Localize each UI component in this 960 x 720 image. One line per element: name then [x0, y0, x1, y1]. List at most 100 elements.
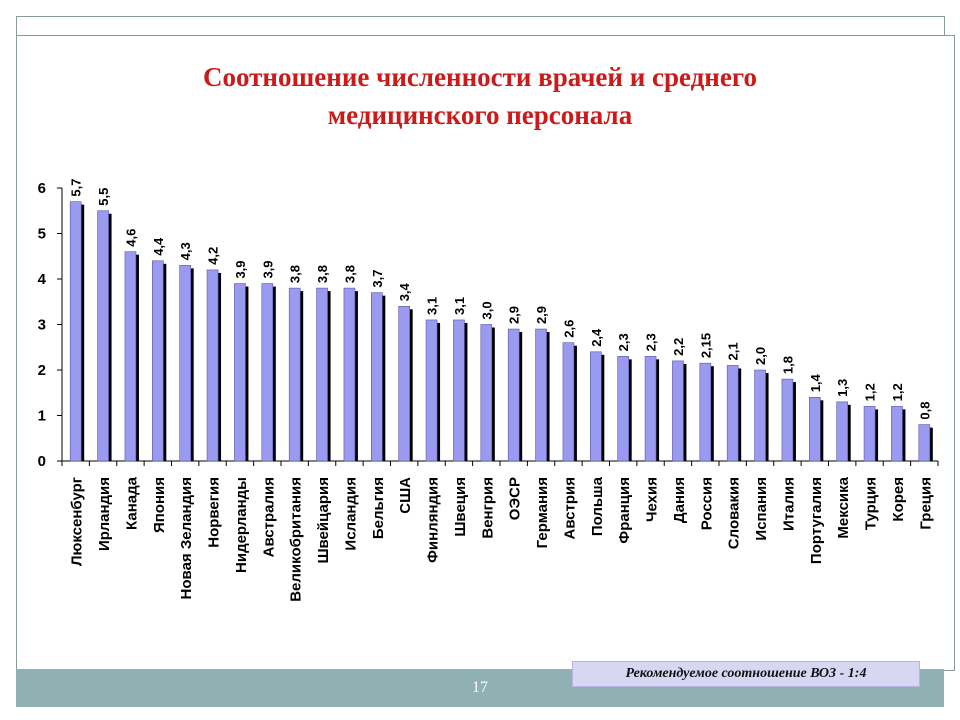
category-label: ОЭСР	[507, 477, 524, 520]
category-label: Швейцария	[315, 477, 332, 564]
bar	[891, 406, 903, 462]
category-label: Испания	[753, 477, 770, 541]
value-label: 1,3	[835, 379, 850, 397]
bar	[234, 283, 246, 462]
value-label: 4,3	[178, 242, 193, 260]
bar	[453, 319, 465, 462]
value-label: 1,8	[780, 356, 795, 374]
value-label: 2,2	[671, 338, 686, 356]
bar	[726, 365, 739, 462]
category-label: Чехия	[644, 477, 661, 522]
category-label: Греция	[917, 477, 934, 530]
chart-bars	[69, 201, 933, 462]
category-label: Япония	[151, 477, 168, 533]
value-label: 3,9	[233, 260, 248, 278]
category-label: Австралия	[260, 477, 277, 557]
bar	[371, 292, 383, 462]
value-label: 2,6	[561, 320, 576, 338]
category-label: Австрия	[561, 477, 578, 540]
category-label: Венгрия	[479, 477, 496, 539]
bar	[316, 287, 328, 462]
category-label: Канада	[123, 476, 140, 530]
value-label: 4,4	[151, 237, 166, 256]
bar	[288, 287, 301, 462]
bar	[507, 328, 520, 462]
value-label: 2,4	[589, 328, 604, 347]
slide-frame-top	[16, 16, 945, 36]
value-label: 2,9	[507, 306, 522, 324]
category-label: Словакия	[726, 477, 743, 549]
value-label: 0,8	[917, 402, 932, 420]
value-label: 4,2	[206, 247, 221, 265]
category-label: Ирландия	[96, 477, 113, 551]
bar	[535, 328, 547, 462]
value-label: 3,7	[370, 270, 385, 288]
bar	[206, 269, 219, 462]
bar	[97, 210, 109, 462]
bar	[69, 201, 82, 462]
category-label: Турция	[863, 477, 880, 530]
who-recommendation-note: Рекомендуемое соотношение ВОЗ - 1:4	[572, 661, 920, 687]
category-label: Италия	[780, 477, 797, 531]
value-label: 3,9	[260, 260, 275, 278]
value-label: 3,8	[315, 265, 330, 283]
value-label: 5,5	[96, 188, 111, 206]
bar	[398, 305, 410, 462]
category-label: Россия	[698, 477, 715, 530]
value-label: 2,1	[726, 342, 741, 360]
value-label: 3,4	[397, 282, 412, 301]
value-label: 2,15	[698, 333, 713, 358]
value-label: 2,3	[616, 333, 631, 351]
category-label: Португалия	[808, 477, 825, 564]
chart-title: Соотношение численности врачей и среднег…	[40, 58, 920, 134]
value-label: 4,6	[123, 229, 138, 247]
y-tick-label: 6	[38, 180, 46, 197]
category-label: Дания	[671, 477, 688, 523]
category-label: Германия	[534, 477, 551, 548]
category-label: Мексика	[835, 476, 852, 538]
y-tick-label: 4	[38, 271, 47, 288]
category-label: Швеция	[452, 477, 469, 537]
bar	[809, 396, 821, 462]
bar	[425, 319, 438, 462]
slide-number: 17	[472, 679, 488, 696]
bar	[836, 401, 848, 462]
value-label: 3,8	[288, 265, 303, 283]
chart-title-line-1: Соотношение численности врачей и среднег…	[203, 62, 757, 92]
bar	[343, 287, 356, 462]
category-label: Люксенбург	[69, 477, 86, 566]
category-label: Великобритания	[288, 477, 305, 602]
bar	[699, 362, 712, 462]
value-label: 2,9	[534, 306, 549, 324]
category-label: Корея	[890, 477, 907, 522]
chart-title-line-2: медицинского персонала	[327, 100, 633, 130]
bar	[562, 342, 575, 462]
category-label: Исландия	[342, 477, 359, 551]
value-label: 3,8	[342, 265, 357, 283]
bar	[644, 356, 657, 462]
category-label: Нидерланды	[233, 477, 250, 573]
bar	[617, 356, 629, 462]
category-label: Бельгия	[370, 477, 387, 539]
bar	[179, 265, 191, 462]
bar	[672, 360, 684, 462]
value-label: 1,4	[808, 373, 823, 392]
value-label: 5,7	[69, 179, 84, 197]
bar	[152, 260, 164, 462]
bar	[781, 378, 794, 462]
category-label: Новая Зеландия	[178, 477, 195, 599]
category-label: Норвегия	[206, 477, 223, 548]
y-tick-label: 1	[38, 408, 46, 425]
bar	[918, 424, 931, 462]
value-label: 3,1	[425, 297, 440, 315]
category-label: США	[397, 477, 414, 514]
category-label: Франция	[616, 477, 633, 544]
y-tick-label: 3	[38, 317, 46, 334]
value-label: 2,3	[644, 333, 659, 351]
y-tick-label: 0	[38, 453, 46, 470]
value-label: 3,1	[452, 297, 467, 315]
bar	[863, 406, 876, 462]
bar	[124, 251, 137, 462]
category-label: Финляндия	[425, 477, 442, 563]
